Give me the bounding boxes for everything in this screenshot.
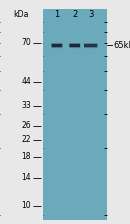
FancyBboxPatch shape: [51, 44, 62, 47]
FancyBboxPatch shape: [69, 47, 80, 48]
Text: 18: 18: [21, 152, 31, 161]
FancyBboxPatch shape: [69, 44, 80, 47]
FancyBboxPatch shape: [84, 47, 97, 48]
FancyBboxPatch shape: [84, 44, 97, 47]
Text: 1: 1: [54, 10, 60, 19]
Text: 33: 33: [21, 101, 31, 110]
Text: 14: 14: [21, 173, 31, 182]
FancyBboxPatch shape: [51, 47, 62, 48]
Text: 70: 70: [21, 39, 31, 47]
Text: 2: 2: [72, 10, 77, 19]
Text: 26: 26: [21, 121, 31, 130]
Text: 65kDa: 65kDa: [114, 41, 130, 50]
Text: 22: 22: [21, 135, 31, 144]
Text: kDa: kDa: [14, 10, 29, 19]
Text: 3: 3: [88, 10, 93, 19]
Text: 44: 44: [21, 77, 31, 86]
Text: 10: 10: [21, 201, 31, 210]
